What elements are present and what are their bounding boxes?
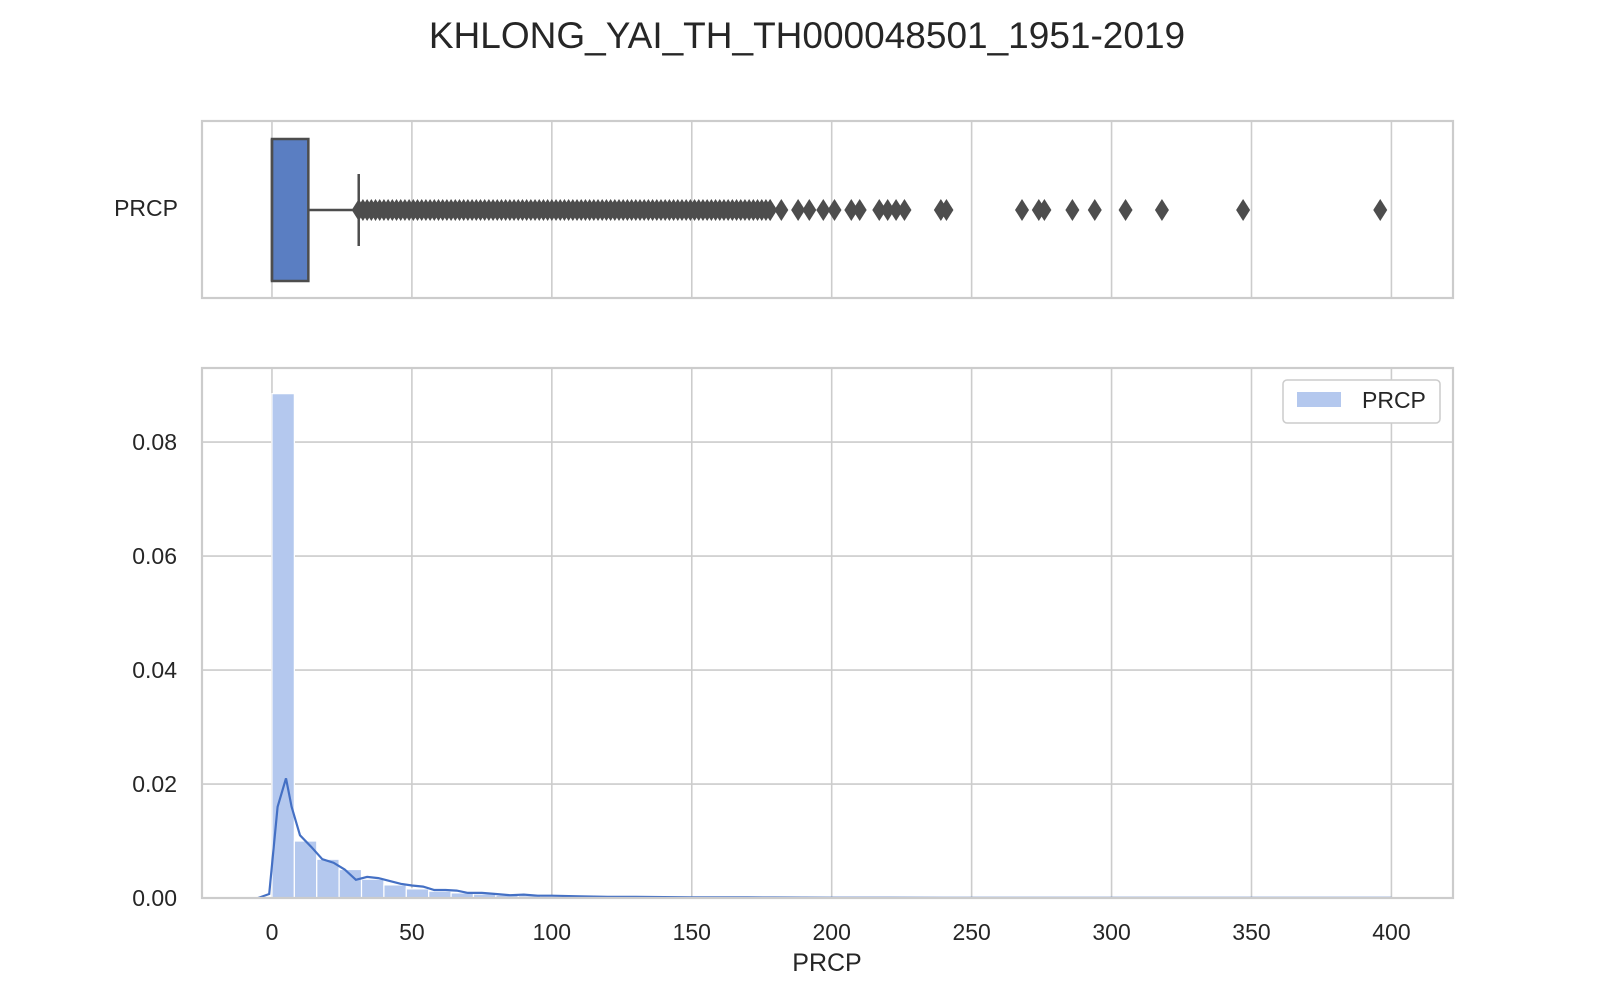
box-outlier: [872, 199, 887, 221]
box-outlier: [774, 199, 789, 221]
box-outlier: [1037, 199, 1052, 221]
box-outlier: [1373, 199, 1388, 221]
histogram-y-tick-label: 0.08: [132, 429, 177, 455]
box-iqr: [270, 137, 310, 283]
histogram-x-tick-label: 350: [1232, 919, 1270, 945]
histogram-y-tick-label: 0.02: [132, 771, 177, 797]
legend-frame: [1282, 379, 1441, 424]
box-outlier: [1087, 199, 1102, 221]
legend-label: PRCP: [1362, 387, 1426, 413]
histogram-x-tick-label: 50: [399, 919, 425, 945]
histogram-bar: [405, 888, 430, 899]
box-outlier: [852, 199, 867, 221]
box-outlier: [939, 199, 954, 221]
legend: PRCP: [1282, 379, 1441, 424]
histogram-bar: [383, 884, 407, 899]
histogram-y-tick-labels: 0.00 0.02 0.04 0.06 0.08: [132, 429, 177, 911]
box-outlier: [889, 199, 904, 221]
histogram-x-tick-label: 100: [533, 919, 571, 945]
box-outlier: [880, 199, 895, 221]
box-outlier: [1118, 199, 1133, 221]
histogram-x-tick-label: 400: [1372, 919, 1410, 945]
box-outlier: [763, 199, 778, 221]
histogram-frame: [200, 366, 1455, 900]
histogram-bar: [360, 878, 385, 899]
histogram-y-tick-label: 0.06: [132, 543, 177, 569]
histogram-y-tick-label: 0.04: [132, 657, 177, 683]
histogram-y-tick-label: 0.00: [132, 885, 177, 911]
histogram-x-tick-label: 0: [266, 919, 279, 945]
box-outlier: [791, 199, 806, 221]
box-outlier: [816, 199, 831, 221]
histogram-plot-area: [202, 368, 1453, 898]
box-outlier: [1065, 199, 1080, 221]
boxplot-panel: PRCP: [114, 119, 1455, 300]
box-outlier: [897, 199, 912, 221]
box-outlier: [802, 199, 817, 221]
chart-title: KHLONG_YAI_TH_TH000048501_1951-2019: [429, 15, 1185, 56]
legend-swatch: [1297, 392, 1341, 407]
box-outlier: [1015, 199, 1030, 221]
boxplot-marks: [270, 137, 1388, 283]
histogram-panel: 0.00 0.02 0.04 0.06 0.08 0 50 100 150 200 250 300 3…: [132, 366, 1455, 977]
box-outlier: [844, 199, 859, 221]
histogram-x-tick-label: 150: [673, 919, 711, 945]
box-outlier: [827, 199, 842, 221]
histogram-x-axis-label: PRCP: [792, 949, 861, 977]
box-outlier: [1236, 199, 1251, 221]
histogram-x-tick-labels: 0 50 100 150 200 250 300 350 400: [266, 919, 1411, 945]
boxplot-y-tick-label: PRCP: [114, 195, 178, 221]
histogram-x-tick-label: 200: [813, 919, 851, 945]
box-outlier: [1154, 199, 1169, 221]
histogram-x-tick-label: 250: [952, 919, 990, 945]
histogram-x-tick-label: 300: [1092, 919, 1130, 945]
